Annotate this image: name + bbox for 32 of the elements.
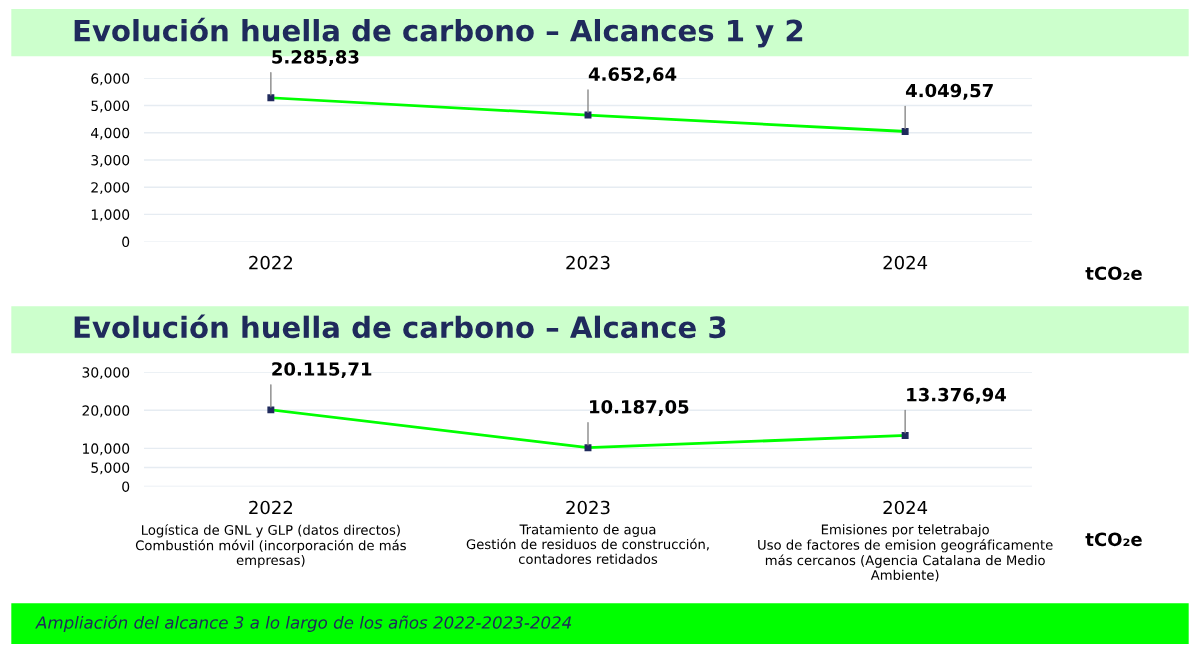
text: Logística de GNL y GLP (datos directos) Combustión móvil (incorporación de más empresas) (135, 524, 406, 568)
y-tick-label: 3,000 (91, 154, 130, 167)
text: Emisiones por teletrabajo Uso de factores de emision geográficamente más cercanos (Agencia Catalana de Medio Ambiente) (758, 524, 1053, 582)
x-tick-label: 2022 (249, 255, 293, 270)
text: Tratamiento de agua Gestión de residuos de construcción, contadores retidados (466, 524, 709, 564)
x-tick-label: 2023 (566, 500, 610, 515)
data-label: 4.652,64 (588, 67, 677, 84)
y-tick-label: 0 (122, 481, 130, 492)
y-tick-label: 1,000 (91, 209, 130, 222)
y-tick-label: 6,000 (91, 73, 130, 86)
y-tick-label: 2,000 (91, 182, 130, 195)
data-label: 10.187,05 (590, 399, 689, 416)
chart-title: Evolución huella de carbono – Alcances 1 y 2 (74, 17, 803, 48)
data-label: 4.049,57 (905, 83, 993, 100)
y-tick-label: 0 (122, 236, 130, 248)
y-tick-label: 5,000 (91, 100, 130, 113)
y-tick-label: 10,000 (83, 443, 130, 456)
x-tick-label: 2022 (249, 500, 293, 515)
data-label: 13.376,94 (907, 387, 1006, 404)
y-axis-title: tCO₂e (1085, 532, 1142, 547)
y-tick-label: 20,000 (82, 405, 130, 418)
x-tick-label: 2024 (883, 500, 928, 515)
chart-title: Evolución huella de carbono – Alcance 3 (74, 314, 726, 339)
y-tick-label: 4,000 (91, 127, 130, 140)
data-label: 20.115,71 (272, 362, 372, 379)
y-tick-label: 5,000 (91, 462, 130, 475)
x-tick-label: 2024 (883, 255, 928, 270)
x-tick-label: 2023 (566, 255, 610, 270)
text: Ampliación del alcance 3 a lo largo de los años 2022-2023-2024 (35, 615, 572, 633)
y-axis-title: tCO₂e (1085, 266, 1142, 281)
data-label: 5.285,83 (272, 50, 359, 67)
y-tick-label: 30,000 (82, 367, 130, 380)
